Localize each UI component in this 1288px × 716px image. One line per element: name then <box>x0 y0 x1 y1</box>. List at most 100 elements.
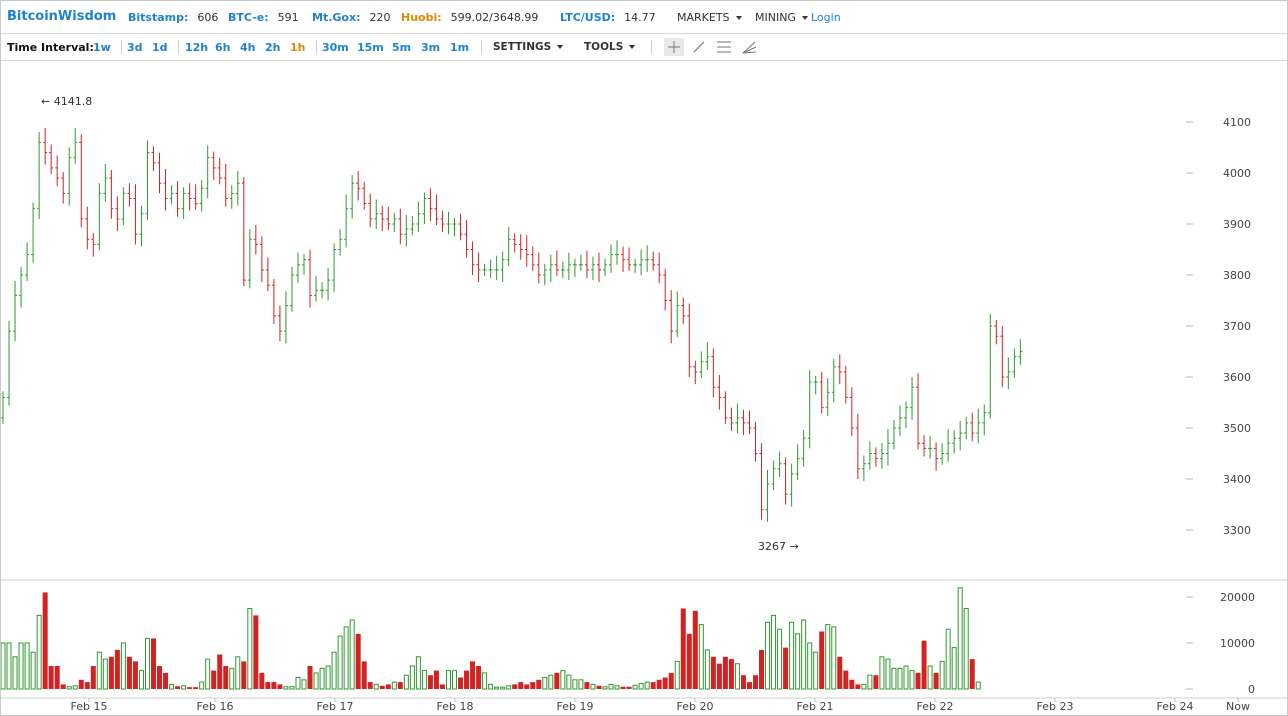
interval-4h[interactable]: 4h <box>240 41 256 54</box>
ticker-bitstamp[interactable]: Bitstamp: 606 <box>128 11 218 24</box>
volume-bar <box>548 674 554 690</box>
volume-bar <box>331 651 337 690</box>
interval-30m[interactable]: 30m <box>322 41 349 54</box>
price-axis: 3300 3400 3500 3600 3700 3800 3900 4000 4100 <box>0 116 1288 581</box>
interval-1h[interactable]: 1h <box>290 41 306 54</box>
ticker-huobi[interactable]: Huobi: 599.02/3648.99 <box>401 11 538 24</box>
volume-bar <box>897 667 903 690</box>
line-tool-icon[interactable] <box>689 38 709 56</box>
volume-bar <box>536 679 542 689</box>
volume-bar <box>608 683 614 690</box>
tools-menu[interactable]: TOOLS <box>584 41 636 53</box>
settings-menu[interactable]: SETTINGS <box>493 41 564 53</box>
fan-tool-icon[interactable] <box>739 38 759 56</box>
interval-12h[interactable]: 12h <box>185 41 209 54</box>
volume-bar <box>855 684 861 689</box>
volume-bar <box>482 672 488 690</box>
volume-bar <box>801 619 807 690</box>
volume-bar <box>223 666 229 689</box>
volume-bar <box>289 686 295 690</box>
volume-bar <box>277 684 283 689</box>
ticker-label: BTC-e: <box>228 11 269 24</box>
volume-bar <box>596 685 602 689</box>
volume-bar <box>626 686 632 689</box>
volume-bar <box>813 651 819 690</box>
volume-bar <box>379 685 385 689</box>
time-interval-label: Time Interval: <box>7 41 94 54</box>
volume-bar <box>138 670 144 690</box>
login-link[interactable]: Login <box>811 11 841 24</box>
volume-bar <box>403 674 409 690</box>
logo[interactable]: BitcoinWisdom <box>7 9 117 24</box>
volume-bar <box>120 642 126 690</box>
volume-bar <box>945 628 951 690</box>
interval-1w[interactable]: 1w <box>93 41 111 54</box>
volume-bar <box>42 592 48 689</box>
volume-bar <box>921 640 927 689</box>
volume-bar <box>361 661 367 689</box>
mining-menu[interactable]: MINING <box>755 11 808 24</box>
volume-bar <box>680 608 686 689</box>
ticker-mtgox[interactable]: Mt.Gox: 220 <box>312 11 390 24</box>
volume-bar <box>217 654 223 689</box>
divider <box>178 40 179 54</box>
volume-bar <box>0 642 6 690</box>
ticker-label: Bitstamp: <box>128 11 189 24</box>
ticker-btce[interactable]: BTC-e: 591 <box>228 11 299 24</box>
caret-down-icon <box>629 45 636 49</box>
volume-bar <box>445 670 451 690</box>
interval-6h[interactable]: 6h <box>215 41 231 54</box>
volume-bar <box>644 681 650 690</box>
volume-bar <box>524 684 530 689</box>
ticker-ltcusd[interactable]: LTC/USD: 14.77 <box>560 11 656 24</box>
interval-1d[interactable]: 1d <box>152 41 168 54</box>
volume-bar <box>409 665 415 690</box>
volume-bar <box>84 682 90 689</box>
price-chart[interactable]: 3300 3400 3500 3600 3700 3800 3900 4000 4100 0 10… <box>0 61 1288 716</box>
time-tick-label: Feb 24 <box>1157 700 1194 713</box>
crosshair-icon[interactable] <box>664 38 684 56</box>
markets-menu[interactable]: MARKETS <box>677 11 742 24</box>
volume-bar <box>692 610 698 689</box>
volume-bar <box>476 666 482 689</box>
volume-bar <box>789 621 795 690</box>
time-tick-label: Feb 16 <box>197 700 234 713</box>
time-axis: Feb 15 Feb 16 Feb 17 Feb 18 Feb 19 Feb 20 Feb … <box>0 697 1288 713</box>
volume-bar <box>12 656 18 690</box>
volume-bar <box>313 672 319 690</box>
interval-2h[interactable]: 2h <box>265 41 281 54</box>
volume-bar <box>512 684 518 689</box>
interval-5m[interactable]: 5m <box>392 41 412 54</box>
price-tick-label: 3400 <box>1223 473 1251 486</box>
volume-bar <box>879 656 885 690</box>
volume-bar <box>114 649 120 689</box>
volume-bar <box>566 674 572 690</box>
volume-bar <box>530 682 536 689</box>
caret-down-icon <box>557 45 564 49</box>
volume-bar <box>151 638 156 689</box>
interval-3d[interactable]: 3d <box>127 41 143 54</box>
volume-bar <box>668 672 674 689</box>
volume-bar <box>614 685 620 690</box>
time-tick-label: Feb 15 <box>71 700 108 713</box>
volume-bar <box>909 670 915 690</box>
interval-3m[interactable]: 3m <box>421 41 441 54</box>
volume-bar <box>915 672 921 689</box>
volume-bar <box>247 608 253 690</box>
volume-bar <box>873 675 879 689</box>
interval-15m[interactable]: 15m <box>357 41 384 54</box>
volume-bar <box>957 587 963 690</box>
volume-bar <box>391 681 397 690</box>
volume-bar <box>464 670 470 689</box>
volume-axis: 0 10000 20000 <box>1186 591 1255 696</box>
volume-bar <box>343 626 349 690</box>
volume-bar <box>271 682 277 689</box>
volume-bar <box>60 684 66 689</box>
volume-bar <box>211 670 217 689</box>
volume-bar <box>283 686 289 690</box>
volume-bar <box>157 666 163 689</box>
interval-1m[interactable]: 1m <box>450 41 470 54</box>
time-tick-label: Feb 17 <box>317 700 354 713</box>
parallel-lines-icon[interactable] <box>714 38 734 56</box>
volume-bar <box>144 637 150 690</box>
